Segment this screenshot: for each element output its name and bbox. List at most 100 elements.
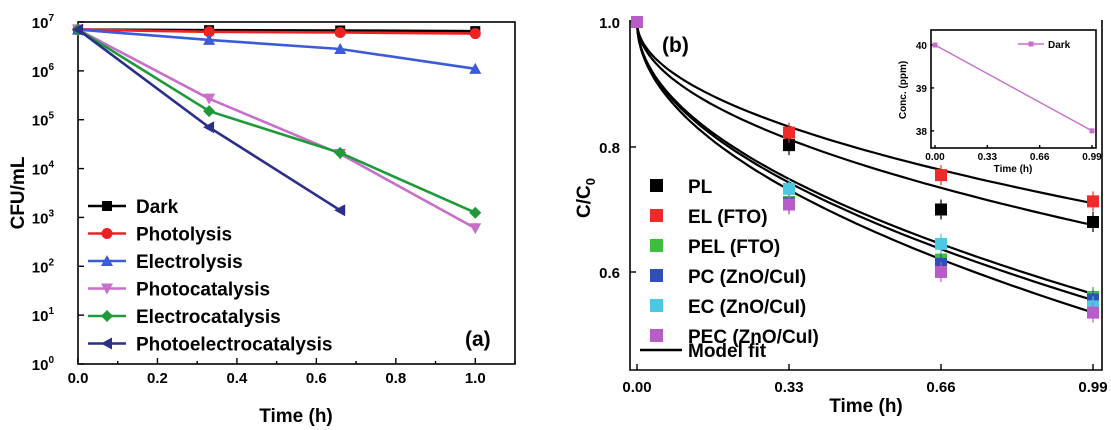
y-tick-label-a: 100 <box>32 355 55 374</box>
model-fit-curve <box>637 22 1093 300</box>
y-tick-label-exp-a: 1 <box>48 306 54 317</box>
panel-b: 0.00 0.33 0.66 0.990.60.81.0 Time (h) C/C0 … <box>574 15 1108 417</box>
legend-marker-a <box>102 228 113 239</box>
data-point-photolysis <box>335 27 346 38</box>
y-tick-label-a: 105 <box>32 111 55 130</box>
series-line-photoelectrocatalysis <box>78 30 340 211</box>
y-tick-label-base-a: 10 <box>32 113 49 130</box>
y-tick-label-exp-a: 5 <box>48 111 54 122</box>
data-point-photolysis <box>470 28 481 39</box>
y-tick-label-base-a: 10 <box>32 357 49 374</box>
legend-label-a: Dark <box>136 197 179 218</box>
legend-marker-a <box>101 310 113 322</box>
inset-series-line <box>935 45 1092 131</box>
x-axis-title-b: Time (h) <box>829 396 903 417</box>
legend-label-b: EL (FTO) <box>688 207 768 228</box>
y-tick-label-base-a: 10 <box>32 64 49 81</box>
y-axis-title-b: C/C0 <box>574 178 598 218</box>
legend-label-a: Photolysis <box>136 225 232 246</box>
x-tick-label-b: 0.33 <box>774 379 803 396</box>
x-tick-label-b: 0.66 <box>926 379 955 396</box>
data-point-electrocatalysis <box>469 207 481 219</box>
y-tick-label-b: 0.8 <box>599 140 620 157</box>
x-tick-label-b: 0.99 <box>1078 379 1107 396</box>
y-tick-label-base-a: 10 <box>32 210 49 227</box>
x-tick-label-a: 0.6 <box>306 370 327 387</box>
legend-label-a: Electrocatalysis <box>136 307 281 328</box>
series-line-electrocatalysis <box>78 30 475 213</box>
y-tick-label-exp-a: 6 <box>48 62 54 73</box>
inset-legend-marker <box>1029 42 1034 47</box>
inset-frame <box>931 30 1096 148</box>
x-tick-label-a: 0.4 <box>226 370 248 387</box>
data-point-b <box>783 199 795 211</box>
svg-text:C/C0: C/C0 <box>574 178 598 218</box>
axis-ticks-a: 0.0 0.2 0.4 0.6 0.8 1.01001011021031041051061… <box>32 13 515 387</box>
legend-label-a: Electrolysis <box>136 252 243 273</box>
data-point-b <box>935 238 947 250</box>
legend-marker-b <box>650 239 663 252</box>
x-tick-label-a: 0.2 <box>147 370 168 387</box>
y-tick-label-exp-a: 7 <box>48 13 54 24</box>
y-tick-label-a: 101 <box>32 306 55 325</box>
y-tick-label-exp-a: 0 <box>48 355 54 366</box>
legend-label-b: PEL (FTO) <box>688 237 780 258</box>
inset-y-axis-title: Conc. (ppm) <box>898 61 909 119</box>
y-tick-label-base-a: 10 <box>32 162 49 179</box>
legend-label-a: Photocatalysis <box>136 280 270 301</box>
x-tick-label-a: 0.8 <box>385 370 406 387</box>
legend-label-model-fit: Model fit <box>688 341 767 362</box>
data-point-b <box>935 169 947 181</box>
legend-marker-a <box>102 201 112 211</box>
legend-marker-b <box>650 299 663 312</box>
data-point-photocatalysis <box>469 223 481 234</box>
legend-marker-b <box>650 329 663 342</box>
data-point-b <box>783 127 795 139</box>
data-point-b <box>935 204 947 216</box>
legend-marker-b <box>650 179 663 192</box>
inset-x-axis-title: Time (h) <box>994 164 1033 175</box>
y-axis-title-b-sub: 0 <box>583 178 598 185</box>
data-point-b <box>1087 307 1099 319</box>
legend-marker-b <box>650 269 663 282</box>
legend-label-b: EC (ZnO/CuI) <box>688 297 806 318</box>
data-point-b <box>1087 216 1099 228</box>
y-tick-label-b: 1.0 <box>599 15 620 32</box>
inset-x-tick-label: 0.99 <box>1082 152 1102 163</box>
inset-y-tick-label: 39 <box>916 84 928 95</box>
data-point-b <box>1087 195 1099 207</box>
inset-axis-ticks: 0.00 0.33 0.66 0.99 38 39 40 <box>916 41 1102 163</box>
inset-x-tick-label: 0.33 <box>978 152 998 163</box>
inset-legend-label: Dark <box>1048 40 1071 51</box>
y-tick-label-exp-a: 3 <box>48 208 54 219</box>
y-tick-label-a: 104 <box>32 160 55 179</box>
data-point-b <box>631 16 643 28</box>
x-tick-label-a: 0.0 <box>68 370 89 387</box>
y-tick-label-b: 0.6 <box>599 265 620 282</box>
y-axis-title-a: CFU/mL <box>8 156 29 229</box>
panel-label-a: (a) <box>465 328 491 351</box>
data-point-b <box>935 266 947 278</box>
inset-chart: 0.00 0.33 0.66 0.99 38 39 40 Time (h) Conc. (p… <box>898 30 1102 175</box>
legend-a: Dark Photolysis Electrolysis Photocatalysis… <box>88 197 332 356</box>
x-tick-label-a: 1.0 <box>465 370 486 387</box>
y-tick-label-a: 106 <box>32 62 55 81</box>
x-tick-label-b: 0.00 <box>622 379 651 396</box>
panel-a: 0.0 0.2 0.4 0.6 0.8 1.01001011021031041051061… <box>8 13 515 427</box>
x-axis-title-a: Time (h) <box>259 406 333 427</box>
inset-x-tick-label: 0.00 <box>925 152 945 163</box>
legend-label-b: PL <box>688 177 713 198</box>
y-tick-label-base-a: 10 <box>32 15 49 32</box>
inset-data-point <box>1090 128 1095 133</box>
y-tick-label-exp-a: 4 <box>48 160 54 171</box>
series-group-a <box>72 24 481 235</box>
y-tick-label-a: 103 <box>32 208 55 227</box>
y-tick-label-base-a: 10 <box>32 308 49 325</box>
legend-label-b: PC (ZnO/CuI) <box>688 267 806 288</box>
y-axis-title-b-main: C/C <box>574 185 595 218</box>
inset-y-tick-label: 40 <box>916 41 928 52</box>
series-line-electrolysis <box>78 30 475 69</box>
panel-label-b: (b) <box>662 34 689 57</box>
axis-ticks-b: 0.00 0.33 0.66 0.99 0.6 0.8 1.0 <box>599 15 1107 396</box>
